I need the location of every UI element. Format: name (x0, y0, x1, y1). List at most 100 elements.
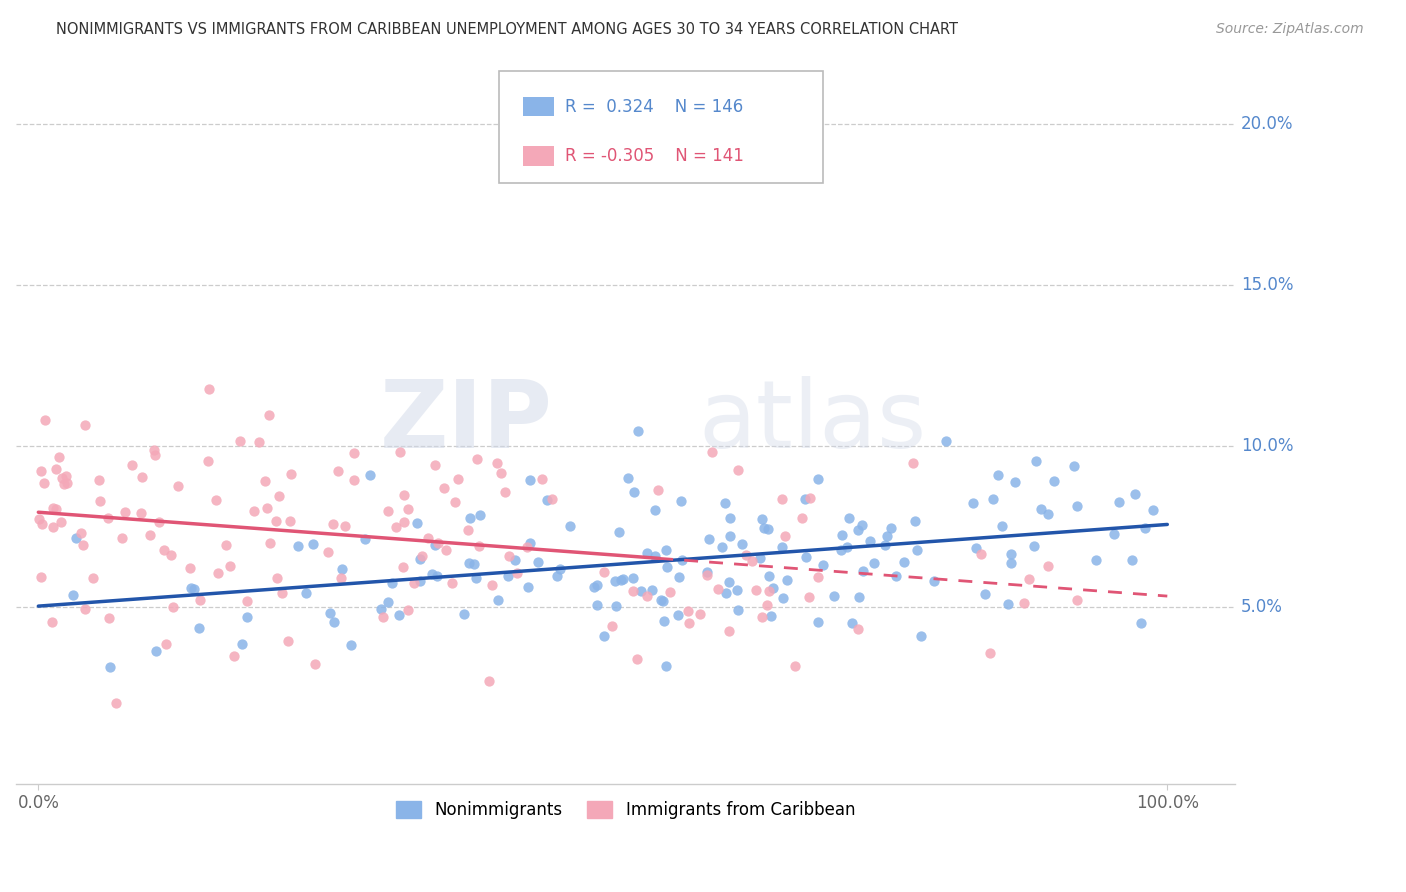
Point (641, 583, 664, 598)
Point (236, 593, 259, 607)
Point (848, 523, 870, 537)
Point (28, 512, 51, 526)
Point (558, 518, 581, 533)
Point (304, 657, 326, 671)
Point (1063, 458, 1085, 473)
Point (752, 520, 775, 534)
Point (605, 599, 627, 614)
Point (145, 644, 167, 658)
Point (1036, 558, 1059, 573)
Point (593, 565, 616, 579)
Point (676, 604, 699, 618)
Point (143, 442, 166, 457)
Point (385, 520, 408, 534)
Point (392, 515, 415, 529)
Point (494, 484, 516, 499)
Point (612, 572, 634, 586)
Point (627, 425, 650, 439)
Point (669, 494, 692, 508)
Point (1104, 526, 1126, 541)
Point (402, 576, 425, 591)
Point (851, 517, 873, 532)
Point (1066, 500, 1088, 514)
Point (30, 465, 52, 479)
Point (453, 607, 475, 621)
Point (1123, 487, 1146, 501)
Point (548, 562, 571, 576)
Point (794, 549, 817, 564)
Point (256, 501, 278, 516)
Point (458, 556, 481, 570)
Point (264, 514, 287, 528)
Point (247, 435, 270, 450)
Point (965, 541, 987, 555)
Point (271, 586, 294, 600)
Point (162, 599, 184, 614)
Point (319, 606, 342, 620)
Point (1108, 495, 1130, 509)
Point (45, 462, 67, 476)
Point (852, 564, 875, 578)
Point (42, 501, 65, 516)
Point (478, 673, 501, 688)
Point (343, 473, 366, 487)
Point (536, 493, 558, 508)
Point (388, 607, 411, 622)
Point (42, 520, 65, 534)
Text: ZIP: ZIP (380, 376, 553, 467)
Point (391, 560, 413, 574)
Point (159, 548, 181, 562)
Point (416, 531, 439, 545)
Point (658, 584, 681, 599)
Point (236, 609, 259, 624)
Text: atlas: atlas (699, 376, 927, 467)
Point (811, 558, 834, 572)
Point (73, 602, 96, 616)
Point (370, 602, 392, 616)
Point (772, 591, 794, 606)
Point (835, 540, 858, 554)
Point (607, 524, 630, 539)
Point (516, 540, 538, 554)
Point (718, 529, 741, 543)
Point (1000, 556, 1022, 570)
Point (848, 591, 870, 605)
Point (630, 583, 652, 598)
Point (229, 434, 252, 449)
Point (745, 582, 768, 597)
Text: R = -0.305    N = 141: R = -0.305 N = 141 (565, 147, 744, 165)
Point (756, 598, 779, 612)
Point (198, 382, 221, 396)
Text: R =  0.324    N = 146: R = 0.324 N = 146 (565, 97, 744, 116)
Point (794, 492, 817, 507)
Point (392, 488, 415, 502)
Point (831, 528, 853, 542)
Point (666, 608, 689, 623)
Point (381, 576, 404, 591)
Point (32, 475, 55, 490)
Point (267, 489, 290, 503)
Point (153, 543, 176, 558)
Point (89, 494, 111, 508)
Point (922, 574, 945, 588)
Point (981, 492, 1004, 507)
Point (775, 529, 797, 543)
Point (1025, 454, 1047, 468)
Point (873, 538, 896, 552)
Point (671, 553, 693, 567)
Point (668, 570, 690, 584)
Point (468, 508, 491, 523)
Point (105, 696, 128, 710)
Point (962, 496, 984, 510)
Point (408, 552, 430, 566)
Point (343, 446, 366, 460)
Point (56, 476, 79, 491)
Point (706, 582, 728, 596)
Point (758, 569, 780, 583)
Point (215, 538, 238, 552)
Point (823, 589, 845, 603)
Point (1135, 521, 1157, 535)
Point (807, 570, 830, 584)
Point (143, 448, 166, 462)
Point (377, 594, 399, 608)
